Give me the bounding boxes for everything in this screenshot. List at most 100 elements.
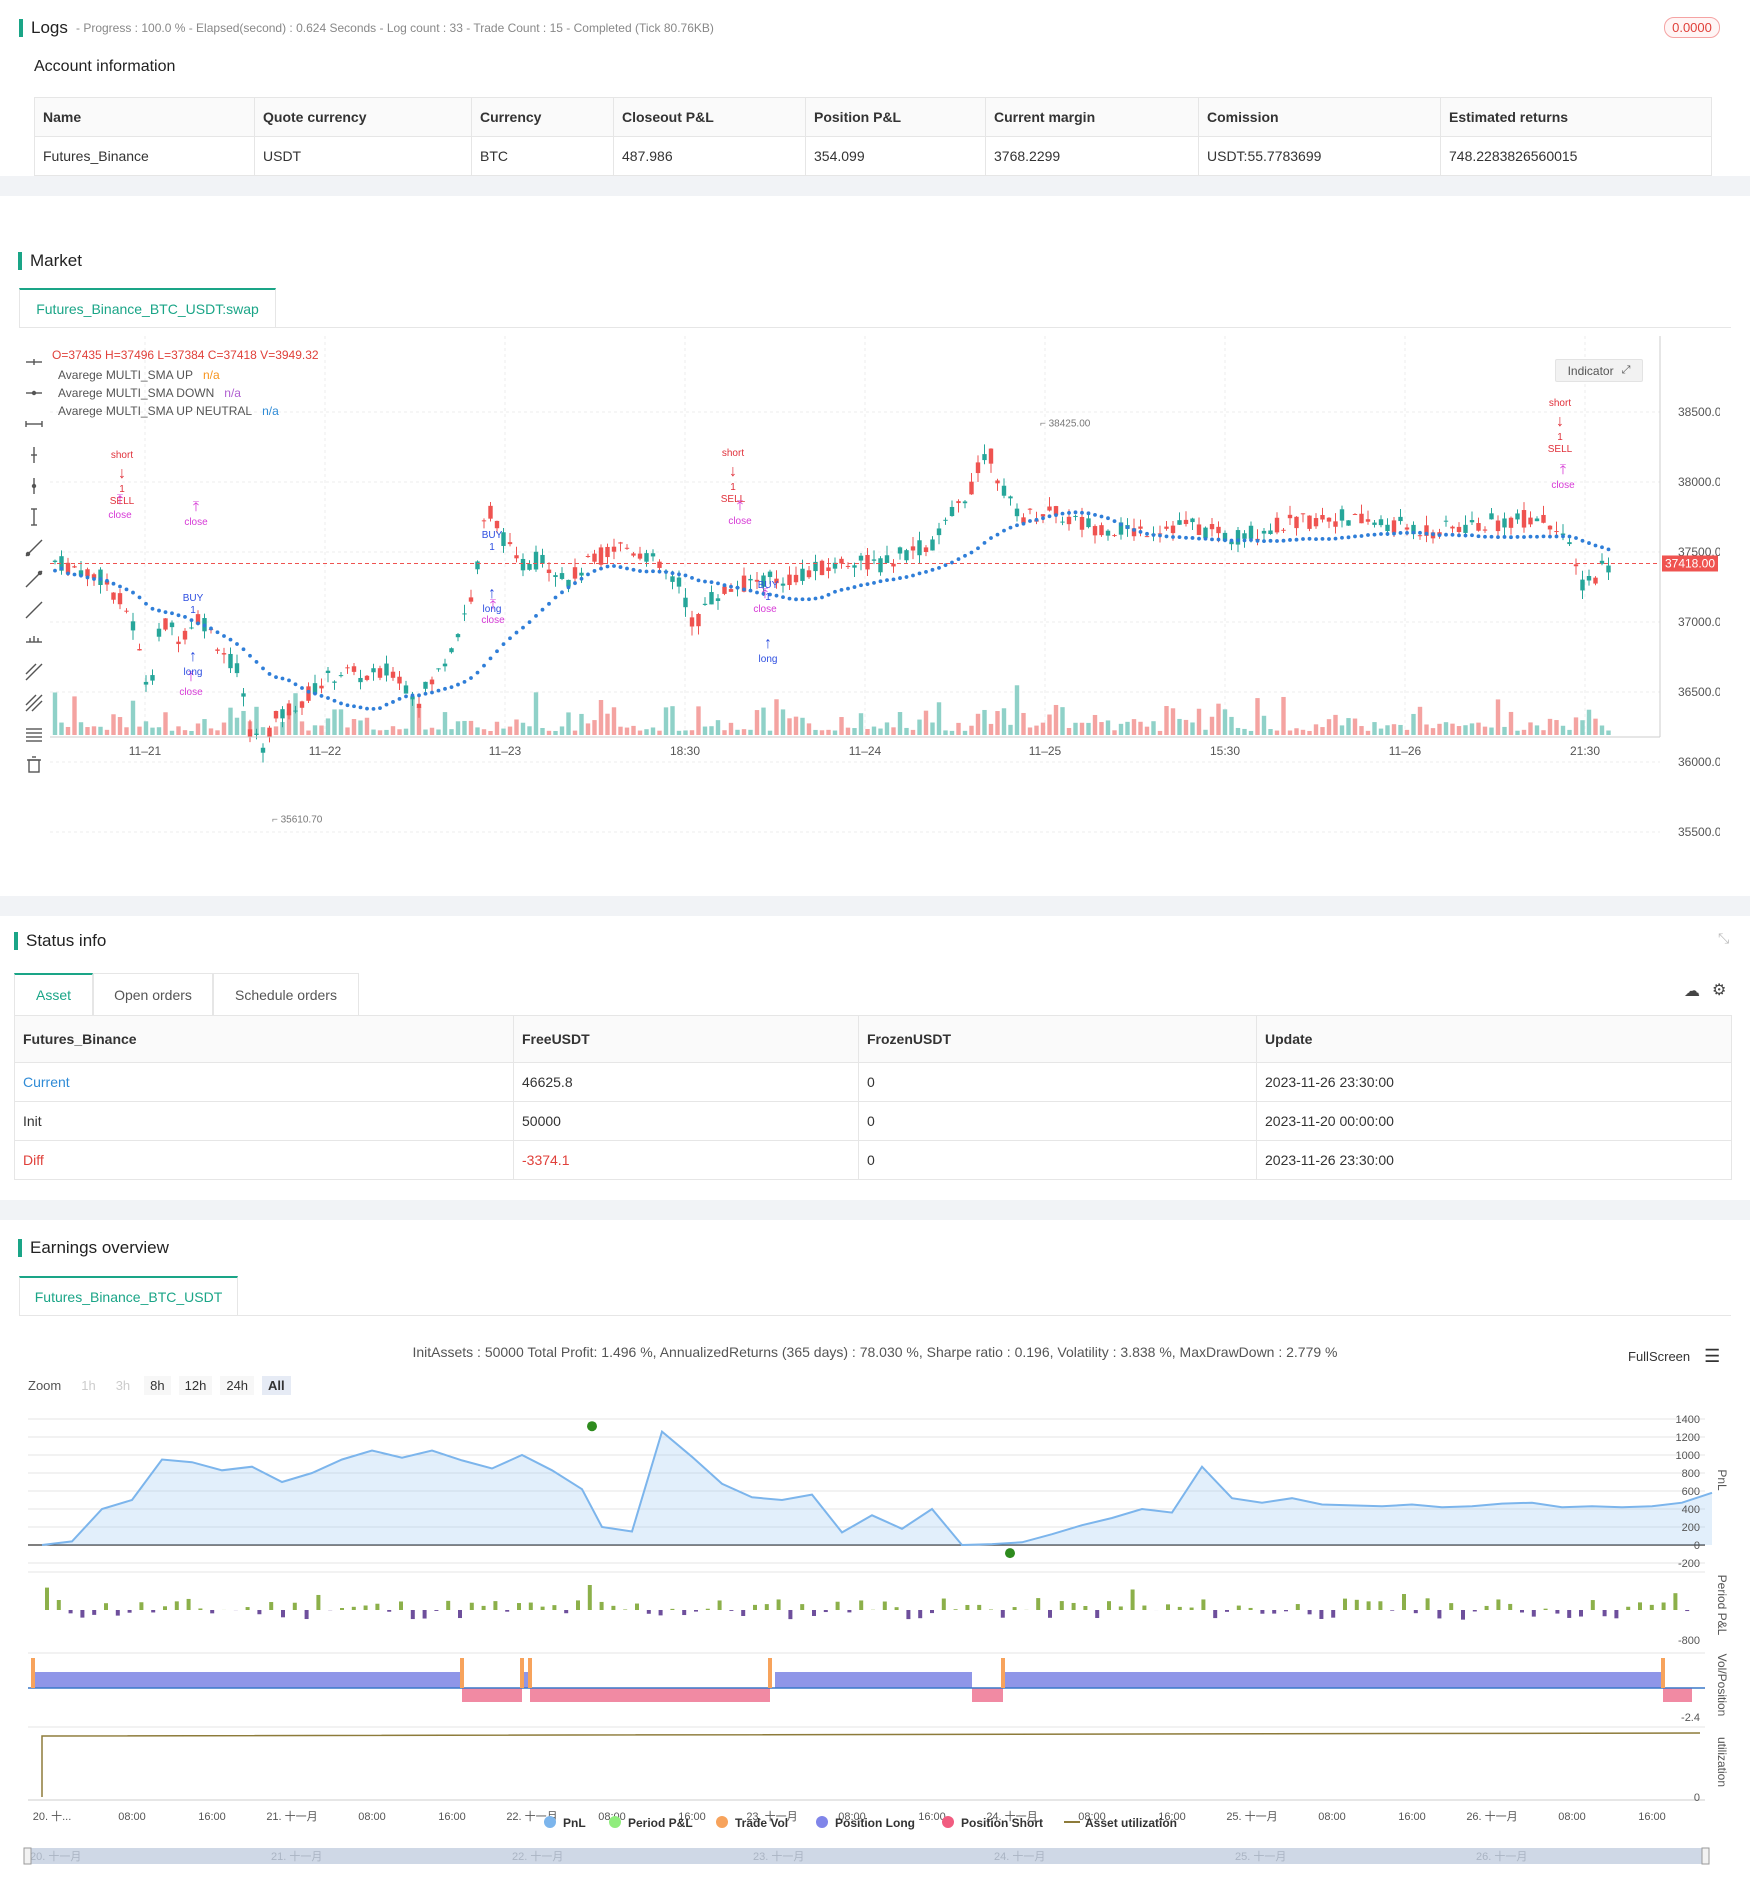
- volume-bar: [780, 709, 786, 735]
- zoom-1h[interactable]: 1h: [81, 1378, 96, 1393]
- period-pnl-bar: [92, 1610, 97, 1615]
- sma-neutral-dot: [1561, 534, 1565, 539]
- navigator-label: 21. 十一月: [271, 1849, 322, 1863]
- volume-bar: [1528, 722, 1533, 735]
- candle-body: [1508, 517, 1514, 528]
- candle-body: [585, 555, 591, 557]
- fullscreen-button[interactable]: FullScreen ☰: [1628, 1346, 1721, 1366]
- volume-bar: [1489, 727, 1494, 735]
- period-pnl-bar: [953, 1609, 958, 1610]
- period-pnl-bar: [363, 1605, 368, 1610]
- indicator-button[interactable]: Indicator ⤢: [1555, 359, 1643, 382]
- sma-neutral-dot: [573, 581, 577, 585]
- zoom-3h[interactable]: 3h: [115, 1378, 131, 1393]
- collapse-icon[interactable]: ⤡: [1718, 930, 1730, 946]
- sma-neutral-dot: [1145, 531, 1149, 536]
- sma-neutral-dot: [495, 649, 499, 654]
- candle-body: [1560, 533, 1566, 536]
- candle-body: [670, 576, 675, 582]
- period-pnl-bar: [1449, 1603, 1454, 1610]
- candle-body: [533, 551, 539, 570]
- toolbar-icons[interactable]: [22, 346, 46, 976]
- volume-bar: [969, 725, 974, 735]
- zoom-24h[interactable]: 24h: [220, 1376, 255, 1395]
- period-pnl-bar: [387, 1610, 392, 1612]
- tab-schedule-orders[interactable]: Schedule orders: [213, 973, 359, 1015]
- sma-neutral-dot: [1242, 538, 1247, 543]
- sma-neutral-dot: [1041, 516, 1045, 521]
- gear-icon[interactable]: ⚙: [1712, 982, 1727, 999]
- period-pnl-bar: [729, 1610, 734, 1611]
- candle-body: [722, 586, 727, 594]
- candle-body: [572, 567, 578, 579]
- sma-neutral-dot: [339, 701, 343, 706]
- candle-body: [1248, 525, 1254, 539]
- volume-bar: [1508, 711, 1514, 735]
- sma-neutral-dot: [267, 672, 272, 676]
- asset-header: FrozenUSDT: [858, 1015, 1257, 1063]
- legend-swatch: [716, 1816, 728, 1828]
- sma-neutral-dot: [1210, 537, 1214, 542]
- sma-neutral-dot: [1574, 536, 1578, 540]
- volume-bar: [988, 723, 994, 735]
- period-pnl-bar: [1437, 1610, 1442, 1619]
- volume-bar: [254, 706, 259, 735]
- volume-bar: [598, 699, 604, 735]
- volume-bar: [1456, 726, 1462, 735]
- volume-bar: [1463, 725, 1468, 735]
- volume-bar: [65, 726, 71, 735]
- period-pnl-bar: [505, 1610, 510, 1612]
- sma-neutral-dot: [1548, 534, 1552, 539]
- period-pnl-bar: [198, 1608, 203, 1610]
- volume-bar: [143, 721, 149, 735]
- sma-neutral-dot: [904, 575, 909, 579]
- volume-bar: [455, 721, 461, 735]
- earnings-chart[interactable]: 1400 1200 1000 800 600 400 200 0 -200 -800 -2.4 0 Pn…: [0, 1410, 1750, 1890]
- candle-body: [85, 569, 90, 577]
- sma-neutral-dot: [1528, 534, 1533, 539]
- cloud-download-icon[interactable]: ☁: [1684, 983, 1700, 1000]
- volume-bar: [137, 726, 142, 735]
- sma-neutral-dot: [1223, 538, 1227, 543]
- candle-body: [293, 710, 298, 712]
- volume-bar: [195, 723, 201, 735]
- candle-body: [592, 553, 597, 562]
- volume-bar: [566, 712, 571, 735]
- volume-bar: [1404, 729, 1410, 735]
- candle-body: [1541, 514, 1546, 523]
- sma-neutral-dot: [618, 565, 623, 569]
- zoom-8h[interactable]: 8h: [144, 1376, 171, 1395]
- candle-body: [137, 649, 142, 651]
- volume-bar: [390, 726, 396, 735]
- signal-long-arrow: ↑: [189, 648, 197, 665]
- sma-neutral-dot: [66, 571, 70, 576]
- volume-bar: [1268, 729, 1273, 735]
- tab-earnings-symbol[interactable]: Futures_Binance_BTC_USDT: [19, 1276, 238, 1316]
- sma-neutral-dot: [813, 596, 818, 601]
- volume-bar: [540, 727, 545, 735]
- volume-bar: [1346, 718, 1351, 735]
- zoom-all[interactable]: All: [262, 1376, 291, 1395]
- volume-bar: [1027, 727, 1033, 735]
- sma-neutral-dot: [150, 606, 155, 611]
- period-pnl-bar: [528, 1602, 533, 1610]
- asset-cell: 0: [858, 1140, 1257, 1180]
- volume-bar: [234, 717, 240, 735]
- candle-body: [1294, 516, 1299, 529]
- sma-neutral-dot: [956, 557, 961, 562]
- volume-bar: [481, 729, 487, 735]
- sma-neutral-dot: [1567, 534, 1572, 539]
- tab-open-orders[interactable]: Open orders: [93, 973, 213, 1015]
- candlestick-chart[interactable]: short↓1SELLshort↓1SELLshort↓1SELL⤒close⤒…: [0, 336, 1720, 896]
- candle-body: [891, 563, 896, 567]
- sma-neutral-dot: [352, 704, 356, 709]
- volume-bar: [897, 712, 903, 735]
- zoom-12h[interactable]: 12h: [178, 1376, 213, 1395]
- tab-market-symbol[interactable]: Futures_Binance_BTC_USDT:swap: [19, 288, 276, 328]
- volume-bar: [364, 717, 370, 735]
- period-pnl-bar: [434, 1610, 439, 1611]
- sma-neutral-dot: [131, 590, 135, 595]
- volume-bar: [1443, 722, 1449, 735]
- candle-body: [169, 622, 175, 628]
- tab-asset[interactable]: Asset: [14, 973, 93, 1015]
